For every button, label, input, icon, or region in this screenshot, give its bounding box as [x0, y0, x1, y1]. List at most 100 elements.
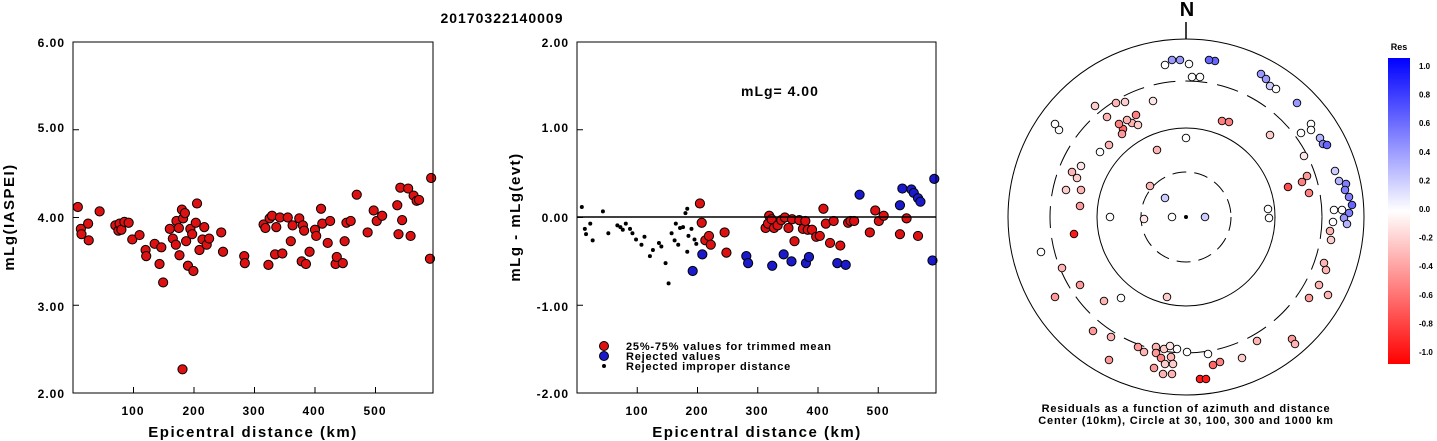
data-point [413, 194, 425, 206]
middle-ytick: -2.00 [537, 387, 569, 401]
station-marker [1133, 120, 1143, 130]
data-point [204, 233, 215, 244]
data-point [83, 235, 94, 246]
station-marker [1076, 161, 1086, 171]
improper-point [615, 223, 620, 228]
station-marker [1106, 332, 1116, 342]
left-xtick: 300 [242, 404, 265, 418]
kept-point [894, 229, 906, 240]
improper-point [676, 242, 681, 247]
improper-point [618, 225, 623, 230]
data-point [311, 230, 322, 242]
station-marker [1347, 200, 1357, 210]
station-marker [1334, 176, 1344, 186]
data-point [191, 198, 203, 209]
colorbar-title: Res [1391, 42, 1408, 52]
rejected-point [786, 256, 797, 267]
middle-xtick: 400 [806, 404, 829, 418]
station-marker [1116, 293, 1126, 303]
data-point [164, 223, 175, 235]
station-marker [1111, 98, 1121, 108]
station-marker [1261, 74, 1271, 84]
data-point [216, 227, 227, 238]
left-xtick: 500 [363, 404, 386, 418]
data-point [263, 259, 274, 270]
improper-point [582, 226, 587, 231]
polar-panel: N Residuals as a function of azimuth and… [1007, 0, 1365, 427]
data-point [190, 217, 201, 228]
data-point [260, 222, 271, 234]
improper-point [606, 231, 611, 236]
station-marker [1061, 185, 1071, 195]
improper-point [634, 237, 639, 242]
station-marker [1076, 185, 1086, 195]
station-marker [1304, 188, 1314, 198]
station-marker [1265, 130, 1275, 140]
station-marker [1297, 177, 1307, 187]
rejected-point [894, 200, 906, 211]
data-point [424, 253, 436, 264]
kept-point [835, 240, 846, 251]
rejected-point [897, 183, 908, 194]
station-marker [1328, 217, 1338, 227]
kept-point [828, 215, 839, 227]
polar-caption-line1: Residuals as a function of azimuth and d… [1042, 403, 1331, 415]
data-point [83, 218, 94, 229]
station-marker [1203, 349, 1213, 359]
kept-point [912, 230, 924, 242]
improper-point [639, 242, 644, 247]
station-marker [1181, 133, 1191, 143]
station-marker [1271, 84, 1281, 94]
data-point [285, 236, 296, 247]
data-point [199, 222, 210, 233]
station-marker [1151, 348, 1161, 358]
colorbar-tick-label: 0.2 [1419, 176, 1431, 185]
station-marker [1036, 247, 1046, 257]
station-marker [1344, 192, 1354, 202]
north-label: N [1180, 0, 1194, 21]
station-marker [1105, 212, 1115, 222]
station-marker [1344, 208, 1354, 218]
station-marker [1182, 347, 1192, 357]
improper-point [628, 226, 633, 231]
station-marker [1167, 369, 1177, 379]
colorbar-tick-label: -0.6 [1419, 291, 1433, 300]
kept-point [694, 198, 706, 209]
figure-title: 20170322140009 [440, 10, 563, 26]
data-point [127, 234, 138, 245]
rejected-point [687, 265, 698, 277]
legend-rejected-label: Rejected values [626, 351, 721, 363]
mlg-annotation: mLg= 4.00 [741, 83, 819, 99]
improper-point [630, 231, 635, 236]
station-marker [1292, 98, 1302, 108]
station-marker [1069, 229, 1079, 239]
station-marker [1139, 214, 1149, 224]
station-marker [1208, 360, 1218, 370]
improper-point [579, 204, 584, 209]
kept-point [703, 230, 715, 242]
station-marker [1095, 147, 1105, 157]
station-marker [1104, 140, 1114, 150]
station-marker [1237, 353, 1247, 363]
data-point [331, 251, 342, 263]
colorbar-tick-label: 0.0 [1419, 205, 1431, 214]
data-point [403, 183, 414, 194]
station-marker [1306, 125, 1316, 135]
improper-point [692, 237, 697, 242]
station-marker [1264, 213, 1274, 223]
station-marker [1102, 112, 1112, 122]
colorbar-ticks: 1.0 0.8 0.6 0.4 0.2 0.0 -0.2 -0.4 -0.6 -0.8 -1.0 [1419, 62, 1433, 357]
middle-ytick: 0.00 [542, 211, 569, 225]
improper-point [672, 238, 677, 243]
data-point [345, 215, 356, 227]
left-axes-frame [72, 41, 434, 394]
improper-point [623, 221, 628, 226]
middle-xtick: 300 [745, 404, 768, 418]
station-marker [1120, 97, 1130, 107]
data-point [277, 248, 288, 259]
station-marker [1330, 166, 1340, 176]
colorbar-tick-label: 1.0 [1419, 62, 1431, 71]
data-point [315, 203, 327, 214]
station-marker [1314, 280, 1324, 290]
